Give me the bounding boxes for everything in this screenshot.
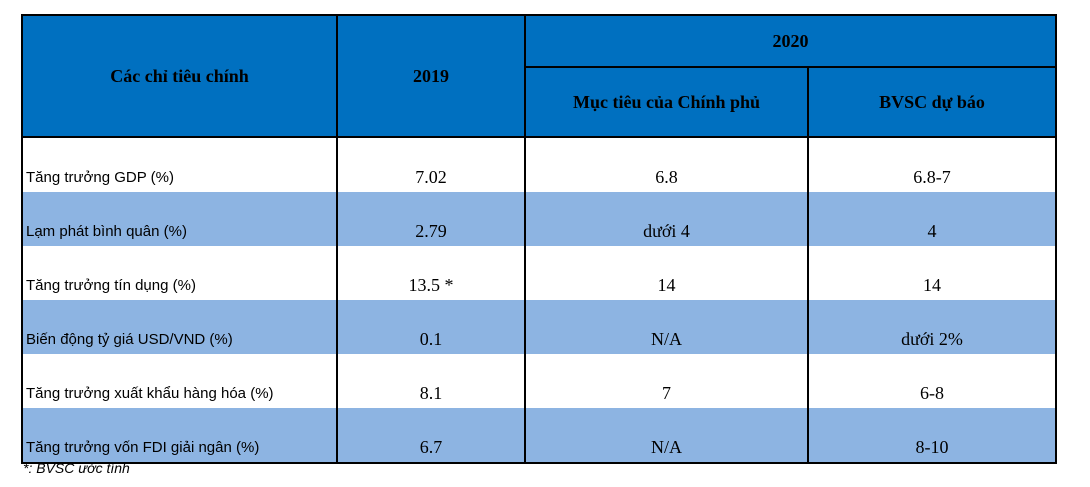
row-label: Tăng trưởng tín dụng (%) xyxy=(21,246,338,300)
row-label: Biến động tỷ giá USD/VND (%) xyxy=(21,300,338,354)
value-2019: 0.1 xyxy=(336,300,526,354)
value-bvsc: 6-8 xyxy=(807,354,1057,408)
value-bvsc: dưới 2% xyxy=(807,300,1057,354)
row-label: Lạm phát bình quân (%) xyxy=(21,192,338,246)
value-bvsc: 8-10 xyxy=(807,408,1057,464)
value-government: N/A xyxy=(524,408,809,464)
value-bvsc: 6.8-7 xyxy=(807,137,1057,192)
header-bvsc-forecast: BVSC dự báo xyxy=(807,66,1057,138)
value-government: dưới 4 xyxy=(524,192,809,246)
table-row: Tăng trưởng vốn FDI giải ngân (%) 6.7 N/… xyxy=(21,408,1057,464)
value-2019: 6.7 xyxy=(336,408,526,464)
header-2020: 2020 xyxy=(524,14,1057,68)
value-2019: 13.5 * xyxy=(336,246,526,300)
header-indicators: Các chỉ tiêu chính xyxy=(21,14,338,138)
economic-indicators-table: Các chỉ tiêu chính 2019 2020 Mục tiêu củ… xyxy=(21,14,1057,464)
table-row: Tăng trưởng tín dụng (%) 13.5 * 14 14 xyxy=(21,246,1057,300)
value-2019: 8.1 xyxy=(336,354,526,408)
value-government: 6.8 xyxy=(524,137,809,192)
table-row: Biến động tỷ giá USD/VND (%) 0.1 N/A dướ… xyxy=(21,300,1057,354)
value-2019: 2.79 xyxy=(336,192,526,246)
header-2019: 2019 xyxy=(336,14,526,138)
footnote: *: BVSC ước tính xyxy=(23,460,130,476)
value-bvsc: 14 xyxy=(807,246,1057,300)
header-government-target: Mục tiêu của Chính phủ xyxy=(524,66,809,138)
value-government: 14 xyxy=(524,246,809,300)
value-2019: 7.02 xyxy=(336,137,526,192)
indicator-table-container: Các chỉ tiêu chính 2019 2020 Mục tiêu củ… xyxy=(21,14,1057,464)
row-label: Tăng trưởng GDP (%) xyxy=(21,137,338,192)
value-government: 7 xyxy=(524,354,809,408)
table-row: Tăng trưởng xuất khẩu hàng hóa (%) 8.1 7… xyxy=(21,354,1057,408)
row-label: Tăng trưởng xuất khẩu hàng hóa (%) xyxy=(21,354,338,408)
table-row: Tăng trưởng GDP (%) 7.02 6.8 6.8-7 xyxy=(21,137,1057,192)
value-government: N/A xyxy=(524,300,809,354)
value-bvsc: 4 xyxy=(807,192,1057,246)
row-label: Tăng trưởng vốn FDI giải ngân (%) xyxy=(21,408,338,464)
table-row: Lạm phát bình quân (%) 2.79 dưới 4 4 xyxy=(21,192,1057,246)
